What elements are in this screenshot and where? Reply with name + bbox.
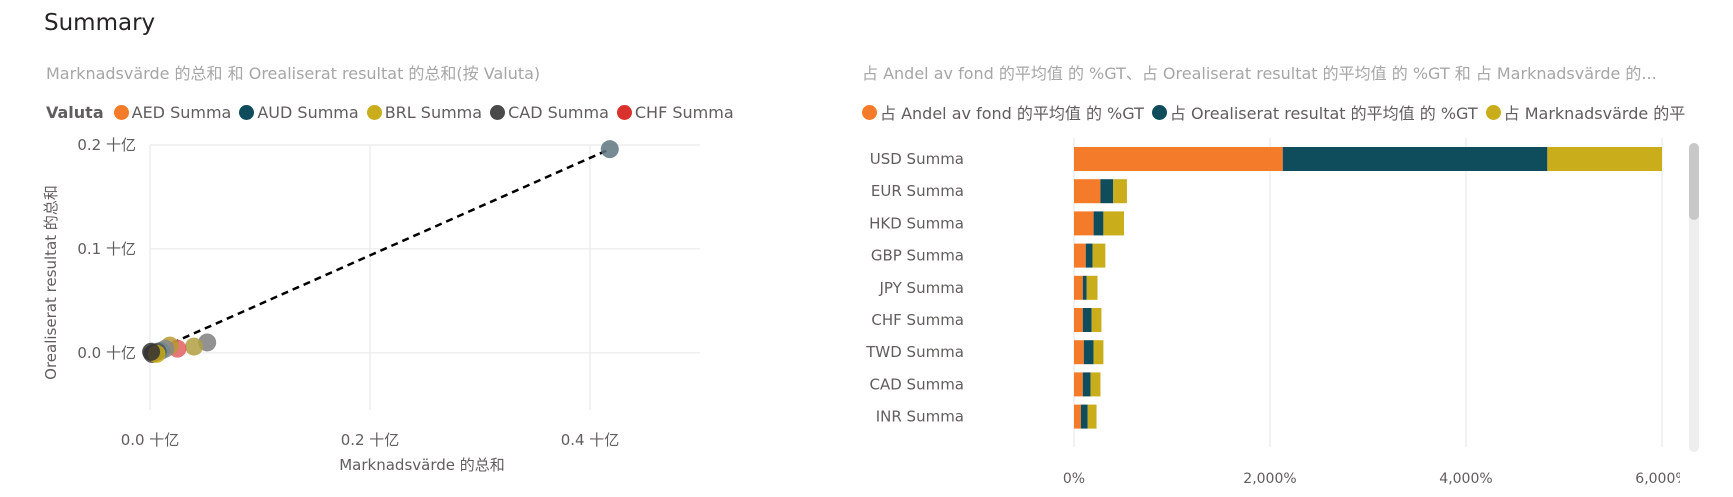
bar-segment[interactable] bbox=[1093, 211, 1104, 236]
y-tick-label: 0.0 十亿 bbox=[77, 344, 136, 362]
bar-segment[interactable] bbox=[1074, 372, 1083, 397]
scatter-legend-item[interactable]: BRL Summa bbox=[366, 102, 483, 122]
bar-segment[interactable] bbox=[1092, 243, 1106, 268]
bar-legend[interactable]: 占 Andel av fond 的平均值 的 %GT 占 Orealiserat … bbox=[862, 100, 1698, 124]
bar-segment[interactable] bbox=[1074, 211, 1094, 236]
bar-segment[interactable] bbox=[1087, 404, 1097, 429]
bar-segment[interactable] bbox=[1091, 308, 1102, 332]
bar-segment[interactable] bbox=[1080, 404, 1088, 429]
bar-segment[interactable] bbox=[1113, 179, 1127, 204]
bar-legend-item[interactable]: 占 Andel av fond 的平均值 的 %GT bbox=[862, 100, 1144, 124]
trend-line bbox=[149, 148, 611, 354]
bar-segment[interactable] bbox=[1074, 275, 1083, 300]
bar-segment[interactable] bbox=[1083, 340, 1094, 365]
category-label: HKD Summa bbox=[869, 214, 964, 232]
bar-chart-title: 占 Andel av fond 的平均值 的 %GT、占 Orealiserat… bbox=[862, 64, 1657, 83]
scatter-point[interactable] bbox=[185, 337, 203, 356]
bar-segment[interactable] bbox=[1093, 340, 1104, 365]
scatter-legend-label: AUD Summa bbox=[257, 102, 359, 122]
legend-marker-icon bbox=[862, 104, 877, 120]
bar-chart-scrollbar-track[interactable] bbox=[1689, 143, 1699, 452]
y-axis-label: Orealiserat resultat 的总和 bbox=[42, 185, 60, 380]
legend-marker-icon bbox=[1485, 104, 1501, 120]
bar-legend-label: 占 Orealiserat resultat 的平均值 的 %GT bbox=[1169, 104, 1478, 123]
x-tick-label: 2,000% bbox=[1243, 471, 1296, 487]
bar-segment[interactable] bbox=[1086, 275, 1098, 300]
scatter-point[interactable] bbox=[600, 140, 619, 159]
scatter-legend-label: CAD Summa bbox=[508, 102, 609, 122]
scatter-legend-item[interactable]: CAD Summa bbox=[490, 103, 609, 122]
category-label: EUR Summa bbox=[871, 182, 964, 200]
y-tick-label: 0.2 十亿 bbox=[77, 136, 136, 154]
bar-segment[interactable] bbox=[1100, 179, 1114, 204]
scatter-legend-label: AED Summa bbox=[131, 102, 232, 122]
bar-segment[interactable] bbox=[1074, 179, 1101, 204]
category-label: USD Summa bbox=[870, 150, 964, 168]
bar-segment[interactable] bbox=[1282, 147, 1548, 171]
bar-chart[interactable]: 0% 2,000% 4,000% 6,000% USD Summa EUR Summa HK… bbox=[860, 130, 1680, 497]
bar-legend-item[interactable]: 占 Orealiserat resultat 的平均值 的 %GT bbox=[1151, 100, 1478, 124]
legend-marker-icon bbox=[1151, 104, 1167, 120]
bar-segment[interactable] bbox=[1074, 147, 1283, 171]
bar-segment[interactable] bbox=[1074, 340, 1084, 365]
bar-legend-label: 占 Andel av fond 的平均值 的 %GT bbox=[880, 104, 1144, 123]
legend-marker-icon bbox=[366, 104, 382, 120]
scatter-legend-item[interactable]: AUD Summa bbox=[239, 102, 359, 122]
legend-marker-icon bbox=[616, 104, 632, 120]
x-axis-label: Marknadsvärde 的总和 bbox=[339, 456, 505, 474]
scatter-point[interactable] bbox=[142, 342, 161, 361]
bar-segment[interactable] bbox=[1082, 372, 1091, 397]
scatter-legend-item[interactable]: CHF Summa bbox=[616, 102, 734, 122]
scatter-legend[interactable]: Valuta AED Summa AUD Summa BRL Summa CAD Su… bbox=[46, 100, 766, 124]
bar-segment[interactable] bbox=[1082, 275, 1087, 300]
y-tick-label: 0.1 十亿 bbox=[77, 240, 136, 258]
category-label: CHF Summa bbox=[871, 311, 964, 329]
x-tick-label: 6,000% bbox=[1635, 471, 1680, 487]
category-label: CAD Summa bbox=[870, 375, 965, 393]
category-label: INR Summa bbox=[876, 408, 964, 426]
scatter-legend-label: CHF Summa bbox=[634, 102, 734, 122]
bar-segment[interactable] bbox=[1074, 243, 1086, 268]
x-tick-label: 0.4 十亿 bbox=[561, 431, 620, 449]
scatter-chart[interactable]: 0.0 十亿 0.2 十亿 0.4 十亿 0.0 十亿 0.1 十亿 0.2 十亿 Mark… bbox=[0, 130, 740, 497]
bar-segment[interactable] bbox=[1074, 308, 1083, 332]
bar-chart-scrollbar-thumb[interactable] bbox=[1689, 143, 1699, 220]
scatter-legend-label: BRL Summa bbox=[384, 102, 483, 122]
bar-segment[interactable] bbox=[1082, 308, 1092, 332]
bar-segment[interactable] bbox=[1103, 211, 1124, 236]
legend-marker-icon bbox=[490, 104, 506, 120]
bar-segment[interactable] bbox=[1085, 243, 1093, 268]
category-label: GBP Summa bbox=[871, 247, 964, 265]
legend-marker-icon bbox=[113, 104, 129, 120]
bar-segment[interactable] bbox=[1547, 147, 1662, 171]
page-title: Summary bbox=[44, 10, 156, 36]
x-tick-label: 0.0 十亿 bbox=[121, 431, 180, 449]
legend-marker-icon bbox=[239, 104, 255, 120]
category-label: TWD Summa bbox=[865, 343, 964, 361]
scatter-chart-title: Marknadsvärde 的总和 和 Orealiserat resultat… bbox=[46, 64, 541, 83]
bar-segment[interactable] bbox=[1074, 404, 1081, 429]
x-tick-label: 0.2 十亿 bbox=[341, 431, 400, 449]
x-tick-label: 4,000% bbox=[1439, 471, 1492, 487]
x-tick-label: 0% bbox=[1063, 471, 1085, 487]
bar-legend-label: 占 Marknadsvärde 的平 bbox=[1503, 104, 1686, 123]
bar-segment[interactable] bbox=[1090, 372, 1101, 397]
category-label: JPY Summa bbox=[878, 279, 964, 297]
bar-legend-item[interactable]: 占 Marknadsvärde 的平 bbox=[1485, 100, 1686, 124]
scatter-legend-item[interactable]: AED Summa bbox=[113, 102, 232, 122]
scatter-legend-title: Valuta bbox=[46, 102, 104, 122]
